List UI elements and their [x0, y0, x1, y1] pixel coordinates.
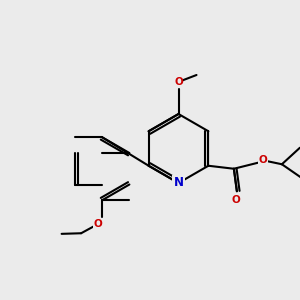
Text: N: N — [173, 176, 184, 190]
Text: O: O — [259, 155, 268, 165]
Text: O: O — [93, 219, 102, 229]
Text: O: O — [174, 77, 183, 87]
Text: O: O — [231, 195, 240, 205]
